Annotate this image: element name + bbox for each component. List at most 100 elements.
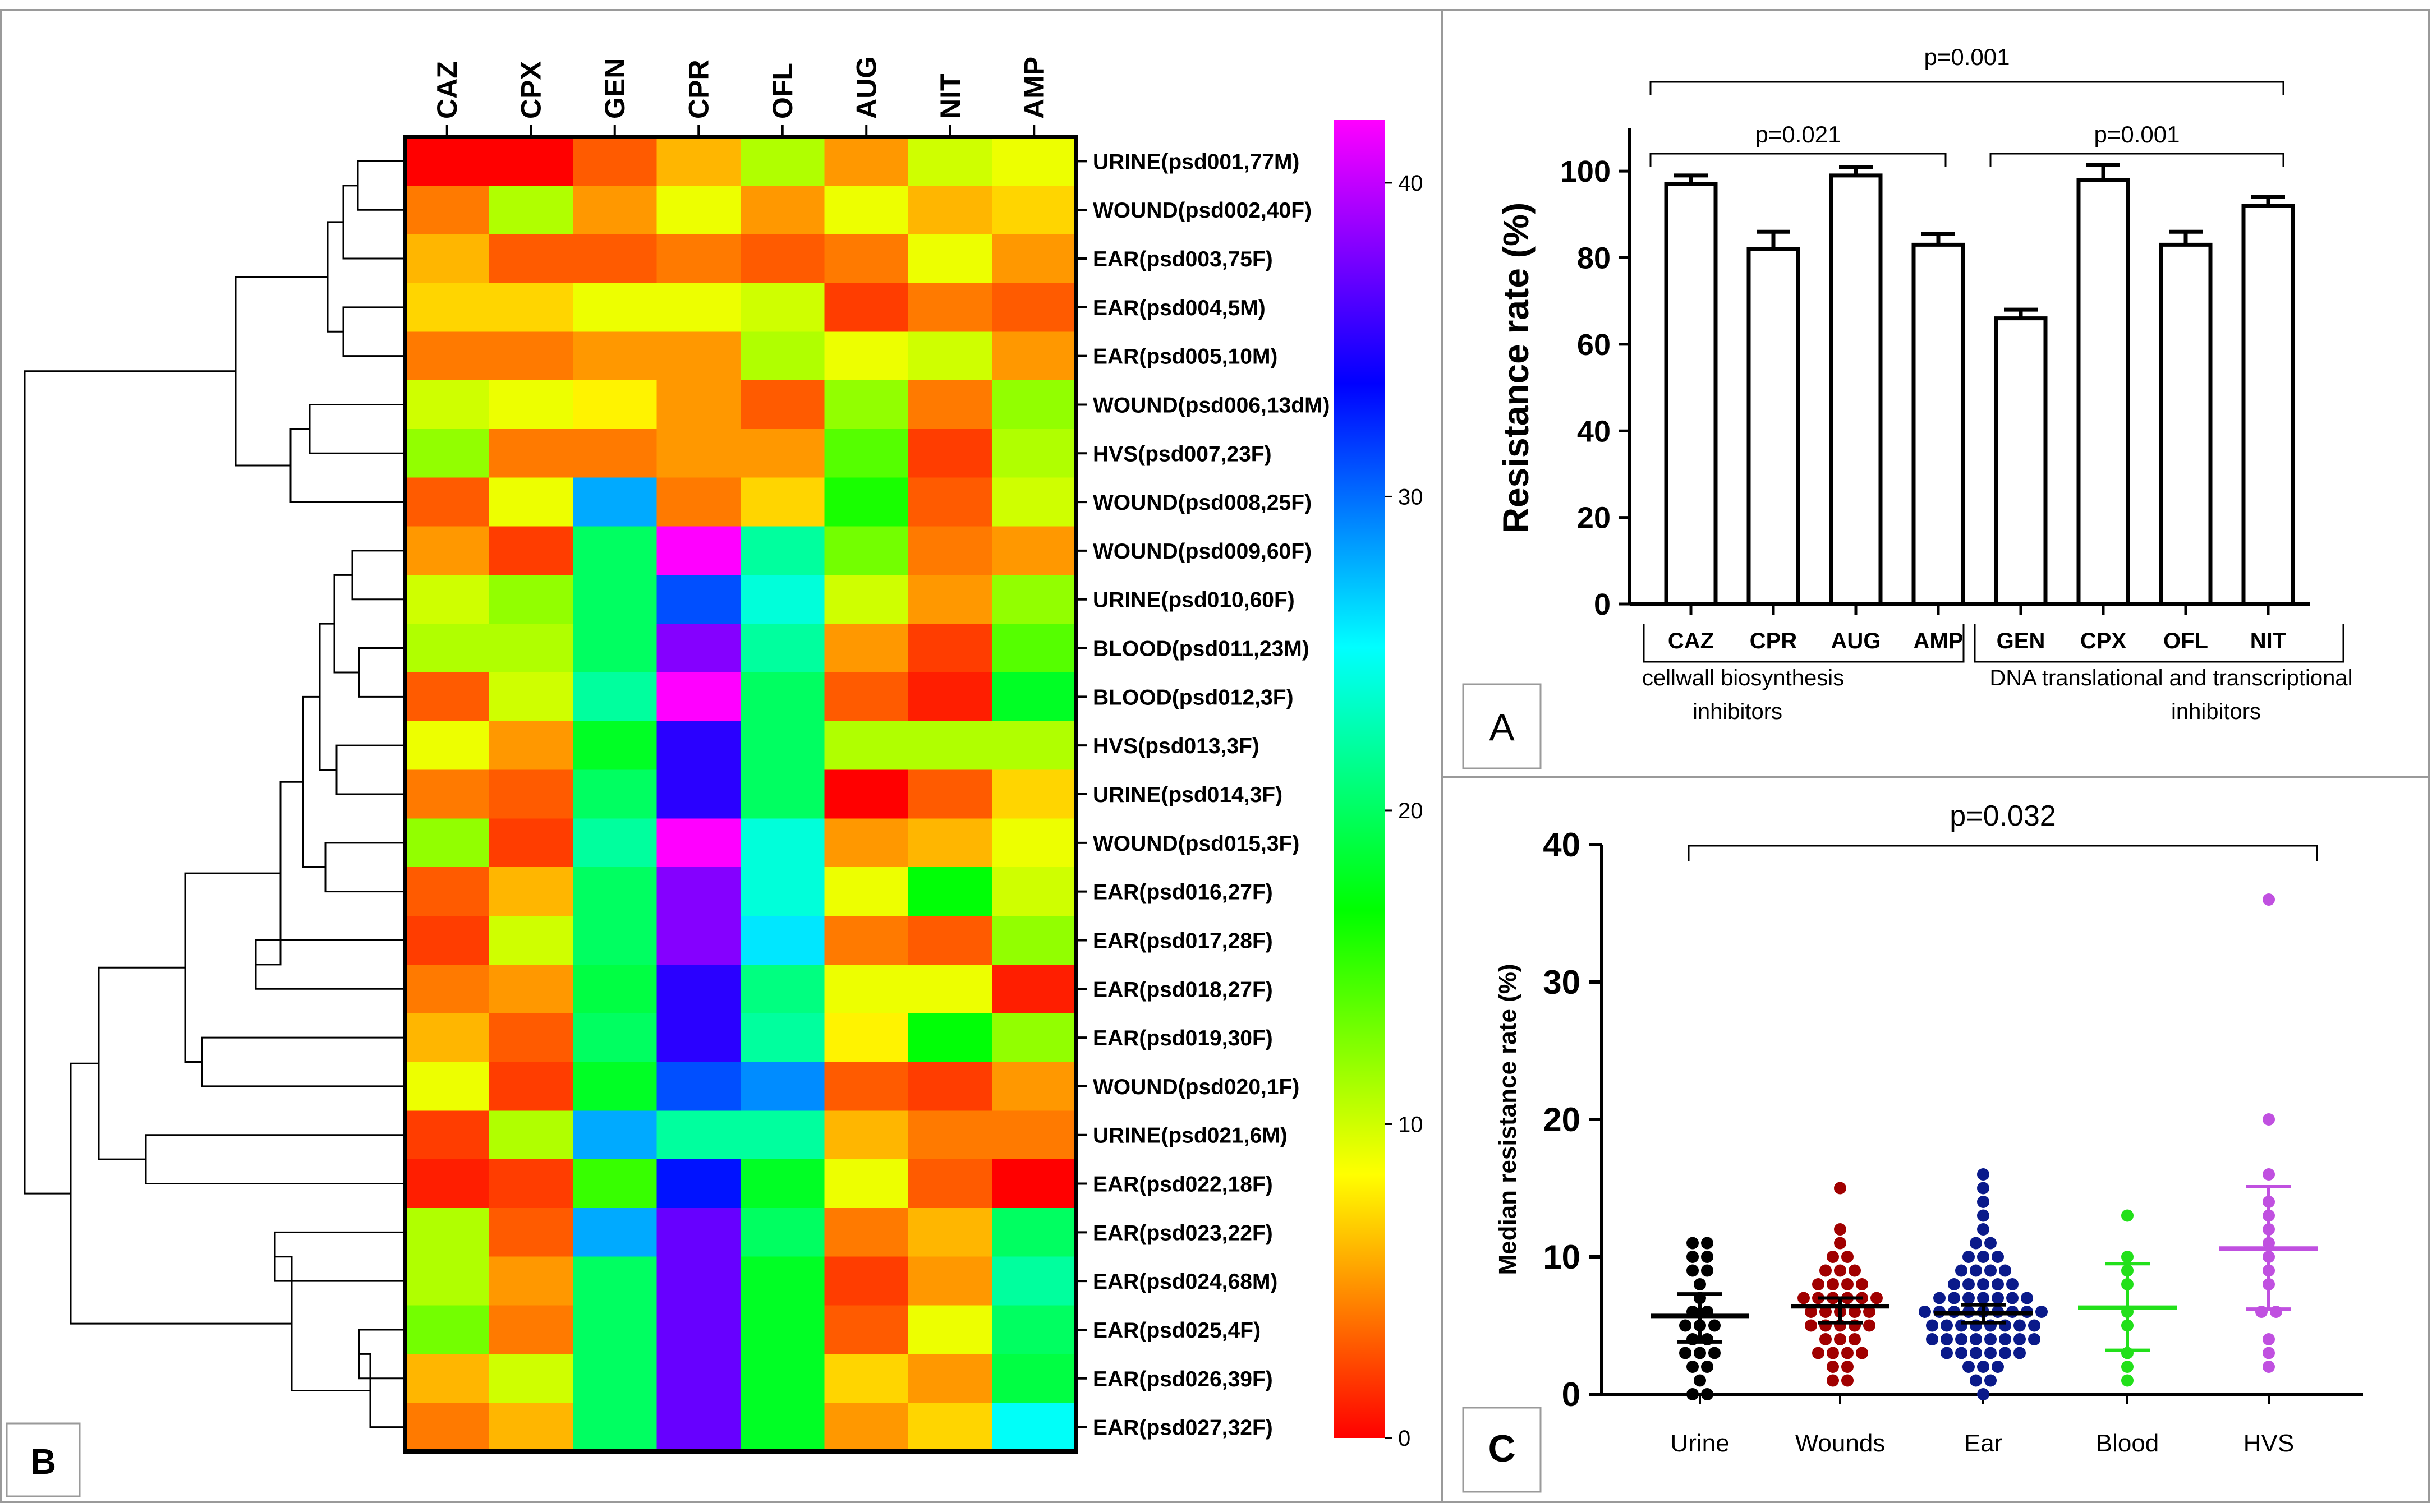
data-point <box>1863 1306 1875 1318</box>
data-point <box>1984 1347 1997 1359</box>
heatmap-cell <box>405 721 490 771</box>
heatmap-cell <box>656 964 741 1014</box>
heatmap-cell <box>992 283 1077 332</box>
heatmap-cell <box>992 575 1077 624</box>
heatmap-cell <box>405 1354 490 1403</box>
heatmap-cell <box>992 1403 1077 1452</box>
error-bar <box>1674 173 1708 185</box>
heatmap-row-label: EAR(psd005,10M) <box>1093 345 1277 369</box>
data-point <box>1679 1319 1691 1332</box>
heatmap-cell <box>741 1305 825 1354</box>
data-point <box>1841 1278 1854 1290</box>
data-point <box>1870 1292 1883 1304</box>
data-point <box>1708 1319 1721 1332</box>
heatmap-cell <box>405 575 490 624</box>
heatmap-row-label: URINE(psd021,6M) <box>1093 1124 1288 1148</box>
data-point <box>1962 1251 1975 1263</box>
heatmap-cell <box>824 526 909 575</box>
heatmap-row-label: HVS(psd007,23F) <box>1093 442 1272 466</box>
data-point <box>1992 1251 2004 1263</box>
x-tick-label: HVS <box>2243 1430 2294 1457</box>
bar <box>1994 316 2048 606</box>
data-point <box>1701 1251 1713 1263</box>
data-point <box>2006 1278 2019 1290</box>
heatmap-cell <box>824 1207 909 1257</box>
data-point <box>1970 1374 1982 1387</box>
heatmap-cell <box>573 721 658 771</box>
data-point <box>1941 1319 1953 1332</box>
data-point <box>2263 893 2275 906</box>
data-point <box>1977 1388 1989 1400</box>
heatmap-cell <box>741 137 825 186</box>
heatmap-cell <box>656 526 741 575</box>
heatmap-cell <box>573 624 658 673</box>
heatmap-cell <box>908 721 993 771</box>
heatmap-cell <box>405 477 490 527</box>
heatmap-cell <box>405 1013 490 1063</box>
heatmap-cell <box>573 1110 658 1160</box>
heatmap-cell <box>992 234 1077 284</box>
data-point <box>1834 1182 1846 1195</box>
heatmap-cell <box>573 672 658 722</box>
data-point <box>1812 1347 1824 1359</box>
heatmap-cell <box>824 1354 909 1403</box>
heatmap-cell <box>908 1159 993 1209</box>
heatmap-row-label: WOUND(psd009,60F) <box>1093 540 1312 564</box>
heatmap-cell <box>992 331 1077 381</box>
data-point <box>1841 1347 1854 1359</box>
heatmap-cell <box>656 1159 741 1209</box>
heatmap-cell <box>489 1062 573 1111</box>
heatmap-cell <box>908 234 993 284</box>
x-tick-label: Wounds <box>1795 1430 1886 1457</box>
heatmap-cell <box>908 331 993 381</box>
data-point <box>1977 1223 1989 1236</box>
data-point <box>1992 1361 2004 1373</box>
heatmap-cell <box>824 769 909 819</box>
heatmap-cell <box>908 867 993 916</box>
heatmap-row-label: URINE(psd010,60F) <box>1093 588 1295 612</box>
heatmap-cell <box>489 916 573 965</box>
heatmap-cell <box>741 526 825 575</box>
heatmap-cell <box>824 1159 909 1209</box>
heatmap-cell <box>573 1305 658 1354</box>
data-point <box>1926 1319 1938 1332</box>
dendrogram-branch <box>309 403 403 454</box>
x-tick-label: GEN <box>1997 629 2045 653</box>
data-point <box>1819 1306 1832 1318</box>
heatmap-cell <box>741 1013 825 1063</box>
data-point <box>2006 1292 2019 1304</box>
data-point <box>1849 1306 1861 1318</box>
heatmap-cell <box>992 721 1077 771</box>
significance-bracket <box>1649 153 1947 167</box>
data-point <box>1694 1278 1706 1290</box>
data-point <box>1856 1347 1868 1359</box>
group-label-line1: DNA translational and transcriptional <box>1989 666 2352 690</box>
significance-label: p=0.001 <box>1924 44 2010 70</box>
heatmap-cell <box>824 1062 909 1111</box>
data-point <box>1805 1319 1817 1332</box>
group-bracket-cellwall <box>1643 624 1965 663</box>
heatmap-cell <box>741 964 825 1014</box>
data-point <box>1834 1223 1846 1236</box>
data-point <box>1984 1264 1997 1277</box>
colorbar-tick-label: 40 <box>1398 171 1423 196</box>
colorbar-tick-label: 10 <box>1398 1112 1423 1137</box>
heatmap-cell <box>573 964 658 1014</box>
data-point <box>1984 1237 1997 1250</box>
heatmap-cell <box>992 380 1077 430</box>
heatmap-cell <box>489 818 573 868</box>
heatmap-cell <box>405 526 490 575</box>
data-point <box>1933 1292 1946 1304</box>
heatmap-cell <box>405 672 490 722</box>
heatmap-cell <box>405 624 490 673</box>
heatmap-cell <box>489 283 573 332</box>
heatmap-cell <box>489 1159 573 1209</box>
data-point <box>2263 1347 2275 1359</box>
data-point <box>1701 1237 1713 1250</box>
heatmap-cell <box>405 1256 490 1306</box>
heatmap-row-label: EAR(psd027,32F) <box>1093 1416 1273 1440</box>
data-point <box>1679 1347 1691 1359</box>
heatmap-cell <box>489 331 573 381</box>
heatmap-cell <box>573 185 658 235</box>
heatmap-cell <box>824 1013 909 1063</box>
